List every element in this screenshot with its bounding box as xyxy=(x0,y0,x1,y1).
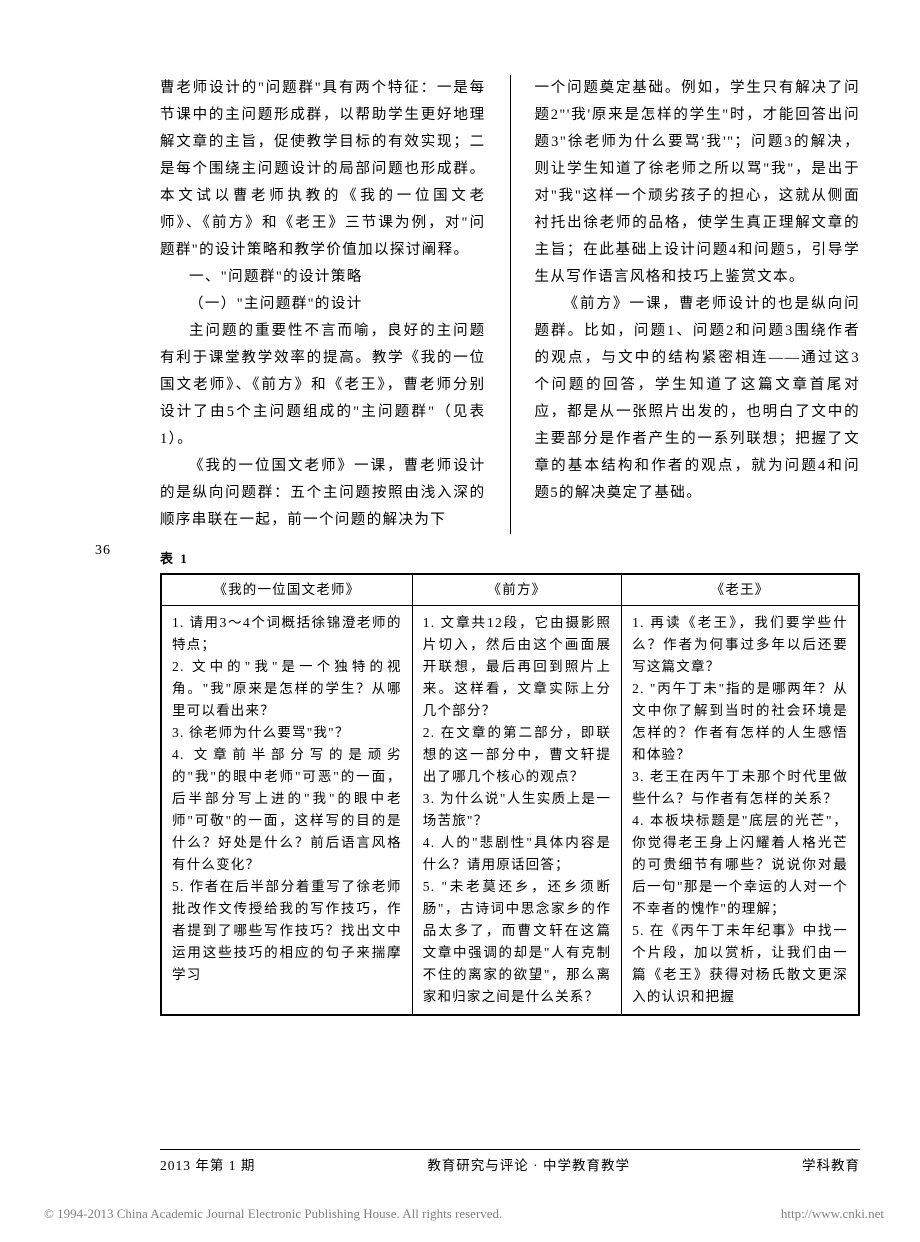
table-row: 1. 请用3～4个词概括徐锦澄老师的特点；2. 文中的"我"是一个独特的视角。"… xyxy=(161,606,859,1016)
page-number: 36 xyxy=(95,543,111,559)
left-para-3: 《我的一位国文老师》一课，曹老师设计的是纵向问题群：五个主问题按照由浅入深的顺序… xyxy=(160,453,486,534)
footer-divider xyxy=(160,1149,860,1150)
th-2: 《前方》 xyxy=(412,574,621,606)
two-column-text: 曹老师设计的"问题群"具有两个特征：一是每节课中的主问题形成群，以帮助学生更好地… xyxy=(160,75,860,534)
footer-right: 学科教育 xyxy=(802,1154,860,1174)
footer-left: 2013 年第 1 期 xyxy=(160,1154,255,1174)
column-divider xyxy=(510,75,511,534)
th-3: 《老王》 xyxy=(622,574,859,606)
left-para-2: 主问题的重要性不言而喻，良好的主问题有利于课堂教学效率的提高。教学《我的一位国文… xyxy=(160,318,486,453)
td-1: 1. 请用3～4个词概括徐锦澄老师的特点；2. 文中的"我"是一个独特的视角。"… xyxy=(161,606,412,1016)
right-column: 一个问题奠定基础。例如，学生只有解决了问题2"'我'原来是怎样的学生"时，才能回… xyxy=(534,75,860,534)
td-2: 1. 文章共12段，它由摄影照片切入，然后由这个画面展开联想，最后再回到照片上来… xyxy=(412,606,621,1016)
copyright-line: © 1994-2013 China Academic Journal Elect… xyxy=(44,1206,884,1222)
th-1: 《我的一位国文老师》 xyxy=(161,574,412,606)
right-para-1: 一个问题奠定基础。例如，学生只有解决了问题2"'我'原来是怎样的学生"时，才能回… xyxy=(534,75,860,291)
left-para-1: 曹老师设计的"问题群"具有两个特征：一是每节课中的主问题形成群，以帮助学生更好地… xyxy=(160,75,486,264)
td-3: 1. 再读《老王》，我们要学些什么？作者为何事过多年以后还要写这篇文章？2. "… xyxy=(622,606,859,1016)
page-content: 曹老师设计的"问题群"具有两个特征：一是每节课中的主问题形成群，以帮助学生更好地… xyxy=(160,75,860,1016)
footer: 2013 年第 1 期 教育研究与评论 · 中学教育教学 学科教育 xyxy=(160,1154,860,1174)
table-header-row: 《我的一位国文老师》 《前方》 《老王》 xyxy=(161,574,859,606)
left-column: 曹老师设计的"问题群"具有两个特征：一是每节课中的主问题形成群，以帮助学生更好地… xyxy=(160,75,486,534)
right-para-2: 《前方》一课，曹老师设计的也是纵向问题群。比如，问题1、问题2和问题3围绕作者的… xyxy=(534,291,860,507)
table-1: 《我的一位国文老师》 《前方》 《老王》 1. 请用3～4个词概括徐锦澄老师的特… xyxy=(160,573,860,1016)
section-heading-1: 一、"问题群"的设计策略 xyxy=(160,264,486,291)
footer-center: 教育研究与评论 · 中学教育教学 xyxy=(427,1154,630,1174)
copyright-url: http://www.cnki.net xyxy=(781,1206,884,1222)
section-heading-2: （一）"主问题群"的设计 xyxy=(160,291,486,318)
table-caption: 表 1 xyxy=(160,548,860,567)
copyright-text: © 1994-2013 China Academic Journal Elect… xyxy=(44,1206,502,1222)
